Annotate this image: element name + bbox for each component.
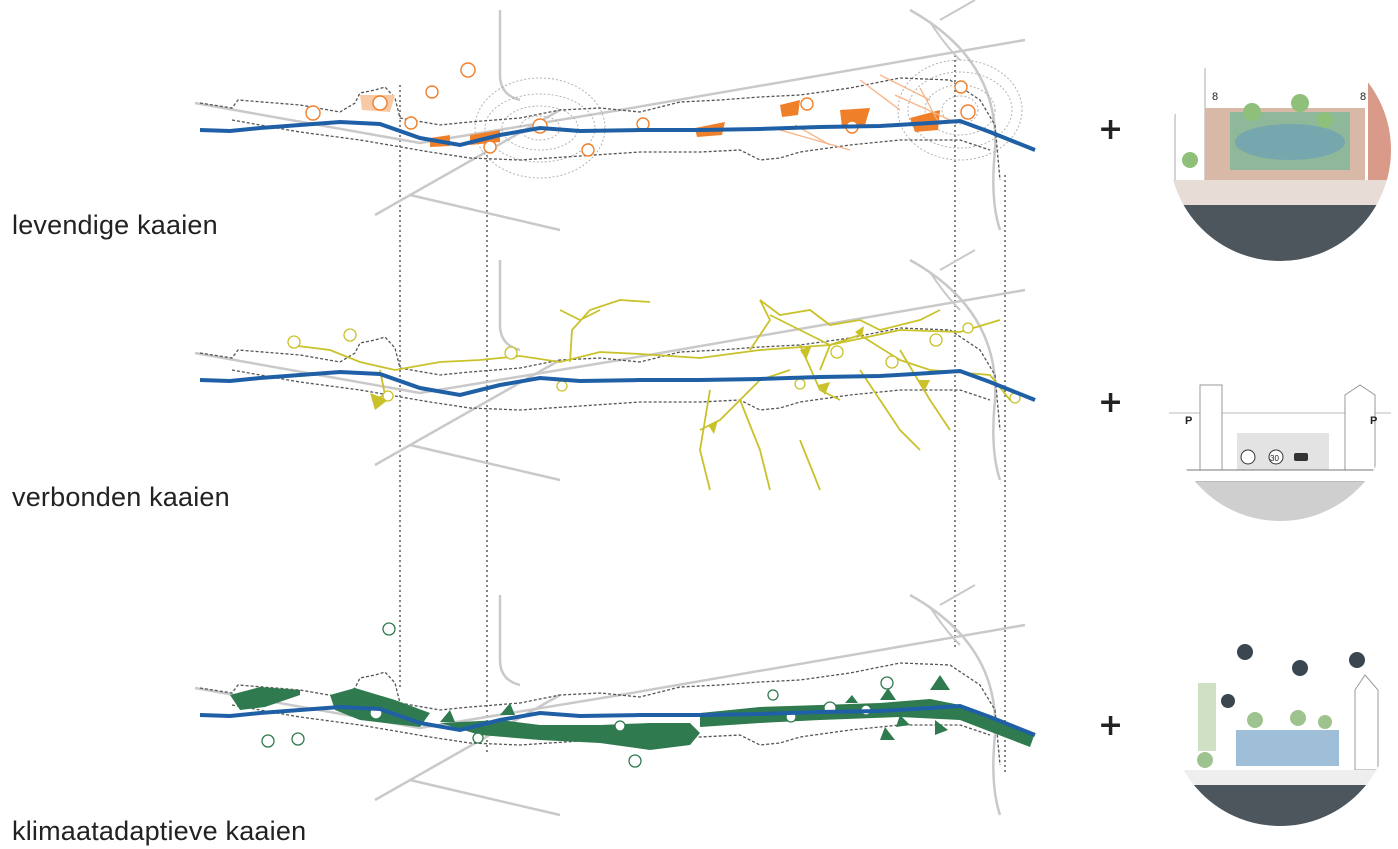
map-klimaatadaptieve-kaaien — [193, 583, 1037, 817]
map-levendige-kaaien — [193, 0, 1037, 232]
speed-limit-sign: 30 — [1270, 454, 1279, 463]
cycle-network — [289, 299, 1011, 491]
plus-sign-1: + — [1098, 112, 1124, 147]
label-verbonden-kaaien: verbonden kaaien — [12, 482, 230, 512]
water-flow-arrows — [440, 675, 950, 740]
guide-lines — [399, 55, 1006, 772]
parking-sign-right: P — [1370, 415, 1377, 427]
activity-rings — [474, 59, 1023, 179]
bike-icons — [287, 322, 1021, 404]
plus-sign-2: + — [1098, 385, 1124, 420]
direction-arrows — [370, 326, 930, 434]
dimension-markers: 8 8 — [1212, 91, 1366, 103]
section-verbonden: 30 P P — [1168, 300, 1392, 522]
green-areas — [230, 687, 1035, 750]
dim-right: 8 — [1360, 91, 1366, 103]
map-verbonden-kaaien — [193, 248, 1037, 491]
climate-section-icons — [1221, 644, 1365, 708]
dim-left: 8 — [1212, 91, 1218, 103]
label-levendige-kaaien: levendige kaaien — [12, 210, 218, 240]
label-klimaatadaptieve-kaaien: klimaatadaptieve kaaien — [12, 816, 307, 846]
parking-sign-left: P — [1185, 415, 1192, 427]
plus-sign-3: + — [1098, 708, 1124, 743]
climate-icons — [261, 622, 894, 768]
